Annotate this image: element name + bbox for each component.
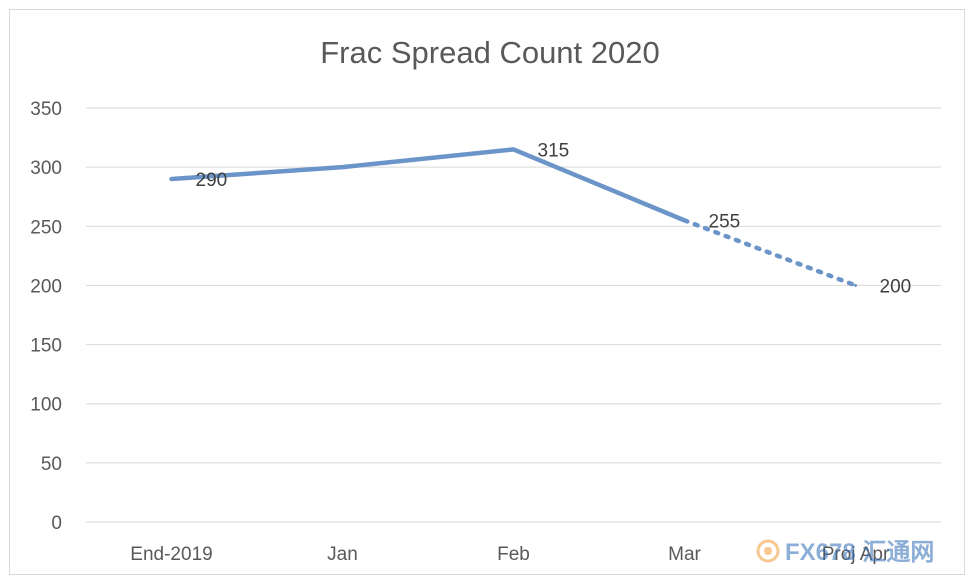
data-point-2 — [512, 147, 515, 151]
chart-frame — [9, 9, 965, 575]
data-point-0 — [170, 177, 173, 181]
y-tick-label-50: 50 — [41, 454, 62, 475]
watermark-swirl-icon — [756, 539, 780, 563]
x-axis-ticks: End-2019 Jan Feb Mar Proj Apr — [130, 544, 890, 565]
y-tick-label-150: 150 — [30, 336, 62, 357]
x-tick-label-0: End-2019 — [130, 544, 212, 565]
data-label-0: 290 — [196, 170, 228, 191]
y-tick-label-250: 250 — [30, 217, 62, 238]
data-label-4: 200 — [880, 276, 912, 297]
data-point-3 — [683, 218, 686, 222]
y-tick-label-0: 0 — [51, 513, 62, 534]
y-tick-label-350: 350 — [30, 99, 62, 120]
series-0-projection-line — [682, 218, 858, 288]
series-0-line — [169, 147, 687, 223]
data-labels: 290 315 255 200 — [196, 140, 912, 297]
watermark-logo: FX678 汇通网 — [756, 539, 934, 566]
y-tick-label-300: 300 — [30, 158, 62, 179]
gridlines — [86, 107, 941, 523]
data-point-1 — [341, 165, 344, 169]
x-tick-label-4: Proj Apr — [822, 544, 890, 565]
y-tick-label-100: 100 — [30, 395, 62, 416]
data-label-2: 315 — [538, 140, 570, 161]
x-tick-label-1: Jan — [327, 544, 358, 565]
y-tick-label-200: 200 — [30, 276, 62, 297]
data-label-3: 255 — [709, 211, 741, 232]
chart-title: Frac Spread Count 2020 — [320, 35, 660, 70]
x-tick-label-2: Feb — [497, 544, 530, 565]
data-point-4 — [854, 283, 857, 287]
x-tick-label-3: Mar — [668, 544, 701, 565]
watermark-text: FX678 汇通网 — [785, 539, 934, 566]
y-axis-ticks: 0 50 100 150 200 250 300 350 — [30, 99, 62, 534]
watermark-swirl-dot-icon — [764, 547, 772, 555]
series — [169, 147, 858, 288]
